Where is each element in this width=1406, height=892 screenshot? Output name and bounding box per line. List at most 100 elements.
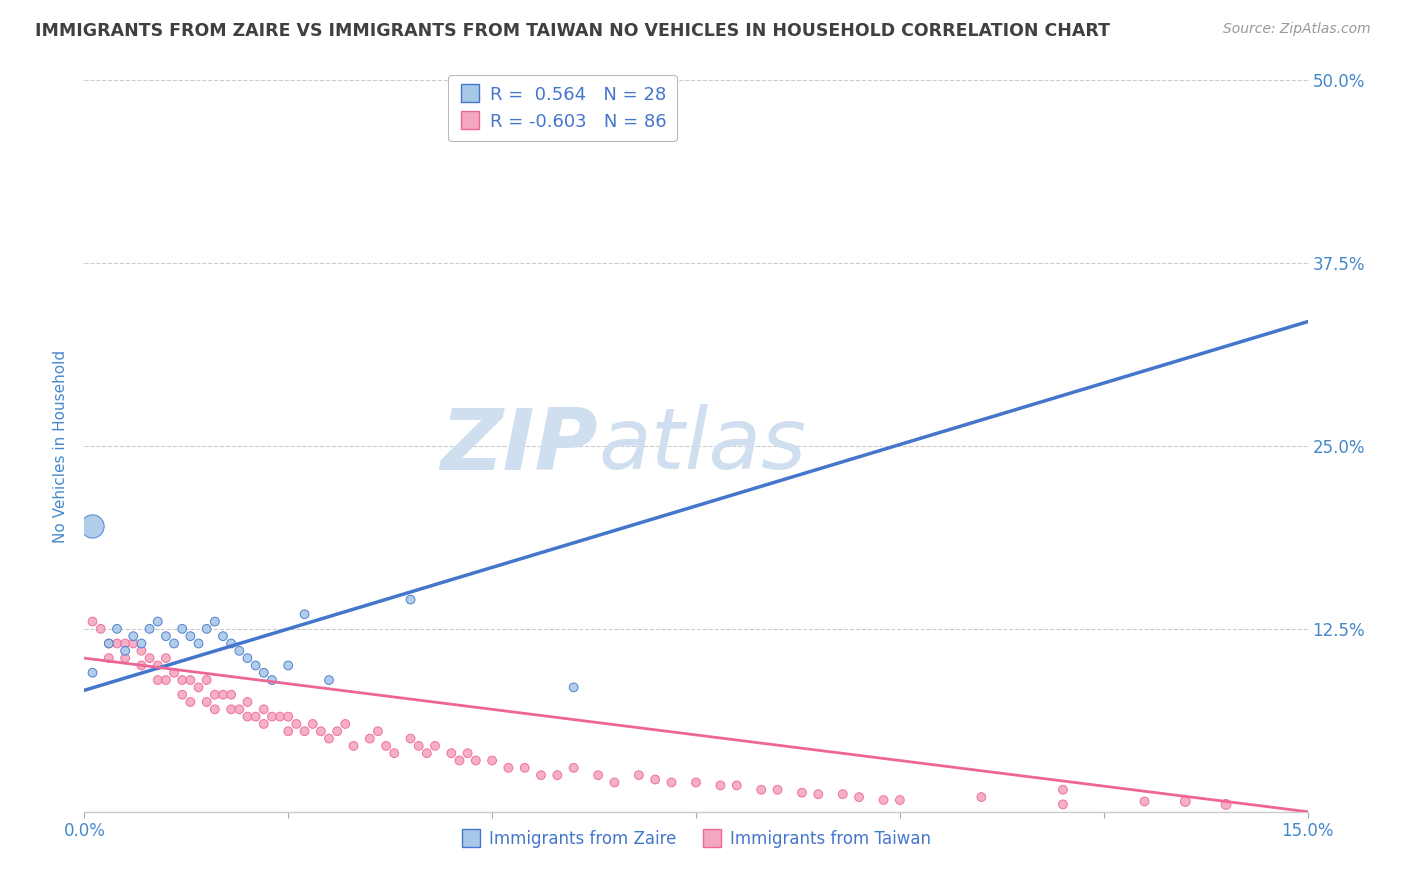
Point — [179, 629, 201, 643]
Point — [530, 768, 553, 782]
Text: ZIP: ZIP — [440, 404, 598, 488]
Point — [1052, 797, 1074, 812]
Point — [498, 761, 520, 775]
Point — [294, 607, 316, 622]
Point — [766, 782, 789, 797]
Point — [155, 673, 177, 687]
Point — [155, 651, 177, 665]
Point — [228, 702, 250, 716]
Point — [1174, 795, 1197, 809]
Point — [138, 622, 160, 636]
Point — [382, 746, 405, 760]
Point — [562, 761, 585, 775]
Point — [122, 629, 145, 643]
Point — [172, 622, 194, 636]
Point — [831, 787, 853, 801]
Point — [375, 739, 398, 753]
Point — [285, 717, 308, 731]
Point — [90, 622, 112, 636]
Y-axis label: No Vehicles in Household: No Vehicles in Household — [53, 350, 69, 542]
Point — [219, 702, 242, 716]
Point — [457, 746, 479, 760]
Point — [359, 731, 381, 746]
Point — [245, 658, 267, 673]
Point — [513, 761, 536, 775]
Point — [236, 709, 259, 723]
Point — [253, 665, 276, 680]
Point — [889, 793, 911, 807]
Point — [848, 790, 870, 805]
Point — [212, 629, 235, 643]
Point — [423, 739, 446, 753]
Point — [301, 717, 323, 731]
Point — [449, 754, 471, 768]
Point — [105, 636, 128, 650]
Point — [138, 651, 160, 665]
Point — [481, 754, 503, 768]
Point — [1133, 795, 1156, 809]
Point — [146, 615, 169, 629]
Point — [204, 688, 226, 702]
Point — [146, 658, 169, 673]
Point — [131, 658, 153, 673]
Point — [97, 636, 120, 650]
Point — [309, 724, 332, 739]
Point — [440, 746, 463, 760]
Legend: Immigrants from Zaire, Immigrants from Taiwan: Immigrants from Zaire, Immigrants from T… — [454, 823, 938, 855]
Point — [872, 793, 894, 807]
Point — [399, 731, 422, 746]
Point — [661, 775, 683, 789]
Point — [335, 717, 357, 731]
Point — [546, 768, 568, 782]
Point — [163, 665, 186, 680]
Point — [260, 709, 283, 723]
Point — [253, 702, 276, 716]
Point — [1215, 797, 1237, 812]
Point — [416, 746, 439, 760]
Point — [163, 636, 186, 650]
Point — [277, 724, 299, 739]
Point — [172, 673, 194, 687]
Point — [82, 615, 104, 629]
Point — [82, 519, 104, 533]
Point — [114, 636, 136, 650]
Point — [187, 681, 209, 695]
Point — [245, 709, 267, 723]
Point — [562, 681, 585, 695]
Point — [725, 778, 748, 792]
Point — [236, 695, 259, 709]
Point — [212, 688, 235, 702]
Point — [294, 724, 316, 739]
Point — [342, 739, 364, 753]
Point — [204, 702, 226, 716]
Point — [179, 695, 201, 709]
Point — [122, 636, 145, 650]
Point — [367, 724, 389, 739]
Point — [82, 665, 104, 680]
Point — [131, 644, 153, 658]
Point — [236, 651, 259, 665]
Point — [172, 688, 194, 702]
Point — [318, 731, 340, 746]
Point — [709, 778, 731, 792]
Point — [97, 636, 120, 650]
Point — [1052, 782, 1074, 797]
Point — [195, 622, 218, 636]
Point — [146, 673, 169, 687]
Point — [644, 772, 666, 787]
Point — [408, 739, 430, 753]
Point — [749, 782, 772, 797]
Point — [228, 644, 250, 658]
Point — [253, 717, 276, 731]
Point — [269, 709, 291, 723]
Point — [219, 688, 242, 702]
Point — [790, 786, 813, 800]
Point — [114, 644, 136, 658]
Text: Source: ZipAtlas.com: Source: ZipAtlas.com — [1223, 22, 1371, 37]
Point — [219, 636, 242, 650]
Point — [187, 636, 209, 650]
Point — [204, 615, 226, 629]
Point — [685, 775, 707, 789]
Point — [807, 787, 830, 801]
Point — [195, 695, 218, 709]
